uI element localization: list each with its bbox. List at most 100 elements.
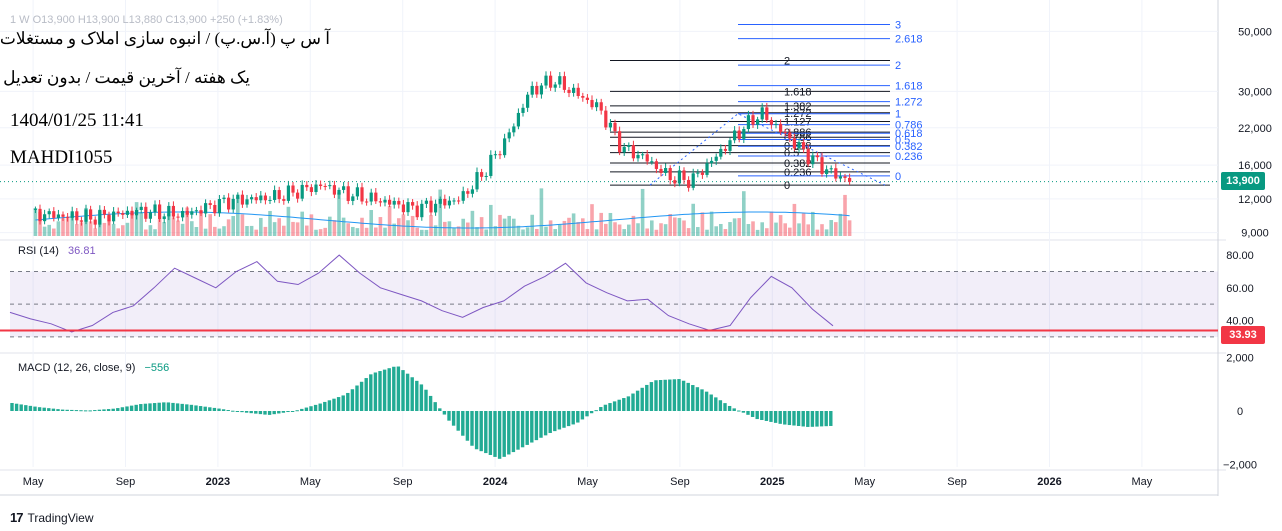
volume-bar xyxy=(631,215,636,236)
volume-bar xyxy=(489,204,493,236)
candle-body xyxy=(305,184,309,188)
candle-body xyxy=(595,102,599,108)
macd-histogram-bar xyxy=(438,408,442,411)
candle-body xyxy=(107,214,111,222)
macd-histogram-bar xyxy=(185,404,189,411)
candle-body xyxy=(162,216,166,220)
volume-bar xyxy=(838,213,843,236)
candle-body xyxy=(544,75,548,86)
axes: May Sep 2023 May Sep 2024 May Sep 2025 May Sep 2026… xyxy=(23,26,1272,488)
macd-histogram-bar xyxy=(534,411,539,441)
volume-bar xyxy=(760,222,765,236)
volume-bar xyxy=(424,229,429,236)
macd-histogram-bar xyxy=(576,411,580,423)
candle-body xyxy=(365,201,369,203)
volume-bar xyxy=(792,203,797,236)
macd-histogram-bar xyxy=(727,405,732,411)
volume-bar xyxy=(429,215,433,236)
volume-bar xyxy=(456,226,461,236)
x-tick-label: Sep xyxy=(947,476,967,488)
candle-body xyxy=(696,172,700,174)
macd-histogram-bar xyxy=(134,404,138,411)
macd-histogram-bar xyxy=(359,381,364,411)
grid-lines xyxy=(0,0,1226,496)
volume-bar xyxy=(686,228,691,236)
candle-body xyxy=(66,216,70,218)
volume-bar xyxy=(461,218,466,236)
macd-histogram-bar xyxy=(116,408,120,411)
macd-histogram-bar xyxy=(254,411,258,414)
volume-bar xyxy=(627,224,631,236)
footer-brand[interactable]: 17 TradingView xyxy=(10,510,94,525)
volume-bar xyxy=(282,225,286,236)
x-tick-label: 2026 xyxy=(1037,476,1061,488)
candle-body xyxy=(420,203,424,218)
volume-bar xyxy=(599,212,604,236)
macd-histogram-bar xyxy=(433,402,437,411)
volume-bar xyxy=(208,214,213,236)
macd-histogram-bar xyxy=(778,411,782,424)
brand-name: TradingView xyxy=(27,510,94,525)
macd-histogram-bar xyxy=(332,398,336,411)
candle-body xyxy=(121,213,125,215)
macd-histogram-bar xyxy=(106,409,111,411)
candle-body xyxy=(728,140,732,151)
candle-body xyxy=(369,192,373,202)
fib-blue-label: 0.5 xyxy=(895,135,910,147)
volume-bar xyxy=(668,213,673,236)
candle-body xyxy=(434,203,438,213)
macd-histogram-bar xyxy=(323,401,327,411)
volume-bar xyxy=(116,228,121,236)
macd-histogram-bar xyxy=(810,411,815,427)
macd-histogram-bar xyxy=(281,411,286,413)
volume-bar xyxy=(309,214,314,236)
macd-histogram-bar xyxy=(668,379,672,411)
macd-histogram-bar xyxy=(479,411,483,452)
fib-black-label: 0.5 xyxy=(784,148,799,160)
candle-body xyxy=(572,87,576,93)
macd-histogram-bar xyxy=(272,411,276,415)
macd-histogram-bar xyxy=(566,411,571,427)
candle-body xyxy=(792,138,797,149)
macd-pane: 2,000 0 −2,000 xyxy=(10,353,1257,471)
candle-body xyxy=(167,205,171,217)
macd-histogram-bar xyxy=(543,411,548,436)
volume-bar xyxy=(723,229,728,236)
candle-body xyxy=(756,119,760,125)
macd-histogram-bar xyxy=(382,369,387,411)
volume-bar xyxy=(305,225,309,236)
volume-bar xyxy=(645,228,650,236)
macd-histogram-bar xyxy=(750,411,755,417)
rsi-legend[interactable]: RSI (14) 36.81 xyxy=(18,245,96,257)
volume-bar xyxy=(383,227,387,236)
volume-bar xyxy=(314,229,318,236)
candle-body xyxy=(788,132,792,139)
candle-body xyxy=(590,99,594,108)
macd-histogram-bar xyxy=(56,409,60,411)
candle-body xyxy=(309,187,314,193)
volume-bar xyxy=(245,226,249,236)
volume-bar xyxy=(300,211,305,236)
candle-body xyxy=(447,200,452,206)
candle-body xyxy=(231,198,235,210)
candle-body xyxy=(650,161,654,163)
macd-histogram-bar xyxy=(553,411,557,432)
macd-histogram-bar xyxy=(19,404,23,411)
macd-legend[interactable]: MACD (12, 26, close, 9) −556 xyxy=(18,362,169,374)
candle-body xyxy=(250,197,254,200)
candle-body xyxy=(539,85,544,95)
candle-body xyxy=(815,155,820,158)
macd-histogram-bar xyxy=(175,403,180,411)
macd-histogram-bar xyxy=(129,405,134,411)
volume-bar xyxy=(470,210,475,236)
candle-body xyxy=(401,204,406,213)
macd-histogram-bar xyxy=(318,403,322,411)
volume-bar xyxy=(148,225,153,236)
candle-body xyxy=(185,210,189,215)
candle-body xyxy=(222,197,226,200)
macd-histogram-bar xyxy=(557,411,562,430)
macd-histogram-bar xyxy=(658,380,663,411)
candle-body xyxy=(719,148,723,157)
macd-histogram-bar xyxy=(465,411,470,441)
volume-bar xyxy=(751,221,755,236)
